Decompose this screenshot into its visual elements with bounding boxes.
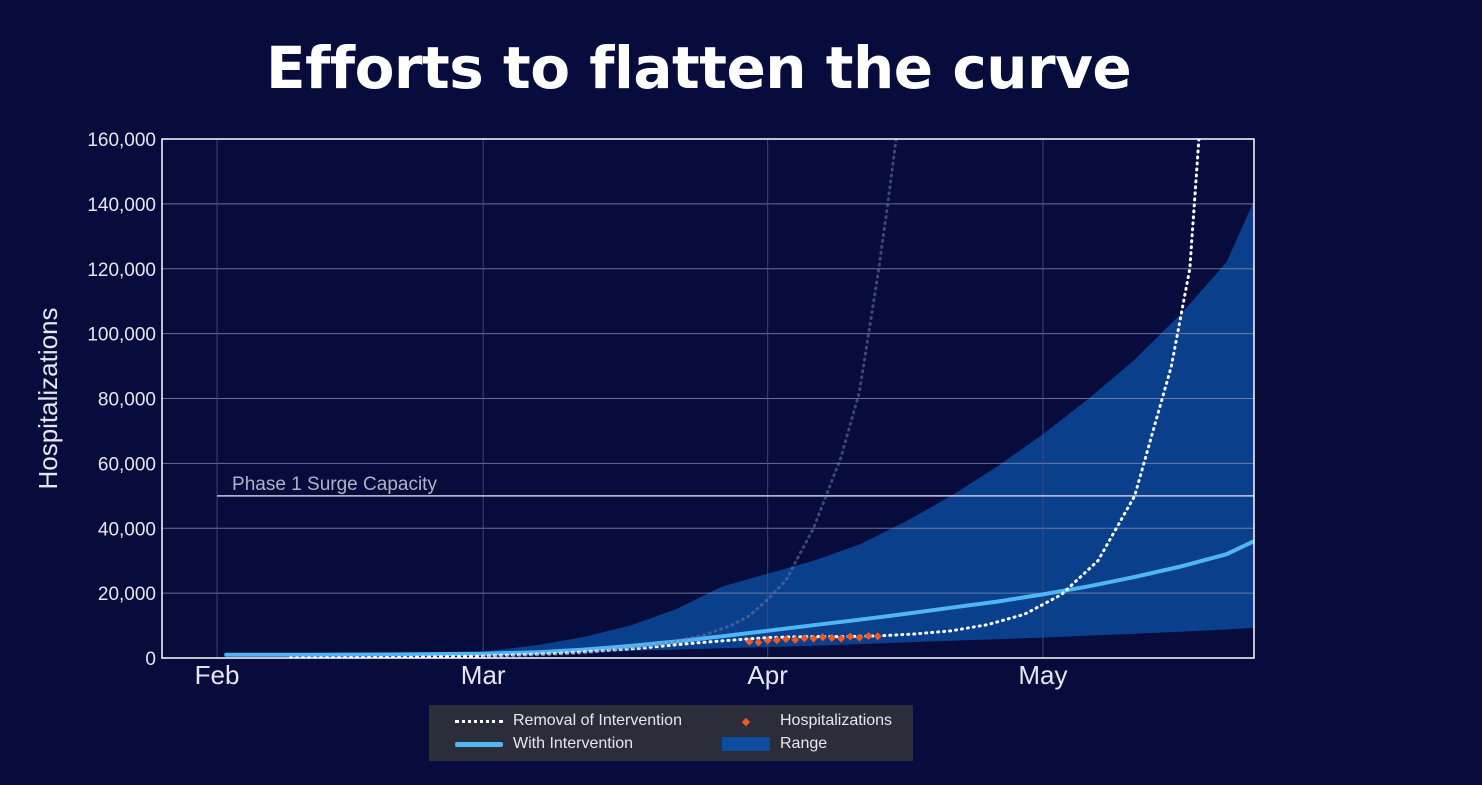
legend-item-hospitalizations: ◆ Hospitalizations — [722, 712, 892, 730]
x-tick-label: Mar — [461, 660, 506, 690]
diamond-marker-icon: ◆ — [741, 715, 751, 728]
legend-label-range: Range — [780, 735, 828, 752]
hospitalizations-marker — [782, 635, 790, 644]
legend-item-removal: Removal of Intervention — [455, 712, 682, 730]
hospitalizations-marker — [864, 631, 873, 640]
legend-label-hospitalizations: Hospitalizations — [780, 712, 893, 729]
y-tick-label: 80,000 — [98, 390, 156, 411]
legend: Removal of Intervention ◆ Hospitalizatio… — [429, 705, 913, 761]
legend-label-with-intervention: With Intervention — [513, 735, 634, 752]
hospitalizations-marker — [846, 632, 855, 641]
x-tick-label: Apr — [747, 660, 788, 690]
chart-title: Efforts to flatten the curve — [266, 34, 1132, 102]
hospitalizations-marker — [837, 634, 846, 643]
y-tick-label: 60,000 — [98, 454, 156, 475]
faint-projection-line — [481, 139, 898, 658]
x-tick-label: May — [1018, 660, 1067, 690]
hospitalizations-marker — [745, 637, 754, 646]
hospitalizations-marker — [855, 633, 864, 642]
hospitalizations-marker — [873, 632, 882, 641]
hospitalizations-marker — [827, 633, 836, 642]
hospitalizations-marker — [754, 638, 763, 647]
y-axis-label: Hospitalizations — [33, 307, 63, 489]
hospitalizations-marker — [791, 635, 800, 644]
y-tick-label: 120,000 — [87, 260, 156, 281]
legend-label-removal: Removal of Intervention — [513, 712, 682, 729]
hospitalizations-marker — [809, 634, 818, 643]
range-swatch-icon — [722, 737, 770, 751]
hospitalizations-marker — [772, 636, 781, 645]
y-tick-label: 20,000 — [98, 584, 156, 605]
legend-item-range: Range — [722, 735, 827, 753]
hospitalizations-marker — [800, 634, 809, 643]
y-tick-label: 100,000 — [87, 325, 156, 346]
x-tick-label: Feb — [195, 660, 240, 690]
y-tick-label: 140,000 — [87, 195, 156, 216]
surge-capacity-label: Phase 1 Surge Capacity — [232, 474, 437, 495]
y-tick-label: 40,000 — [98, 519, 156, 540]
with-intervention-line — [224, 539, 1254, 657]
hospitalizations-marker — [818, 633, 827, 642]
solid-line-icon — [455, 741, 503, 747]
y-tick-label: 160,000 — [87, 130, 156, 151]
y-tick-label: 0 — [145, 649, 156, 670]
plot-frame — [161, 138, 1255, 659]
hospitalizations-marker — [763, 636, 772, 645]
range-band — [226, 200, 1254, 655]
legend-item-with-intervention: With Intervention — [455, 735, 633, 753]
dotted-line-icon — [455, 719, 503, 723]
